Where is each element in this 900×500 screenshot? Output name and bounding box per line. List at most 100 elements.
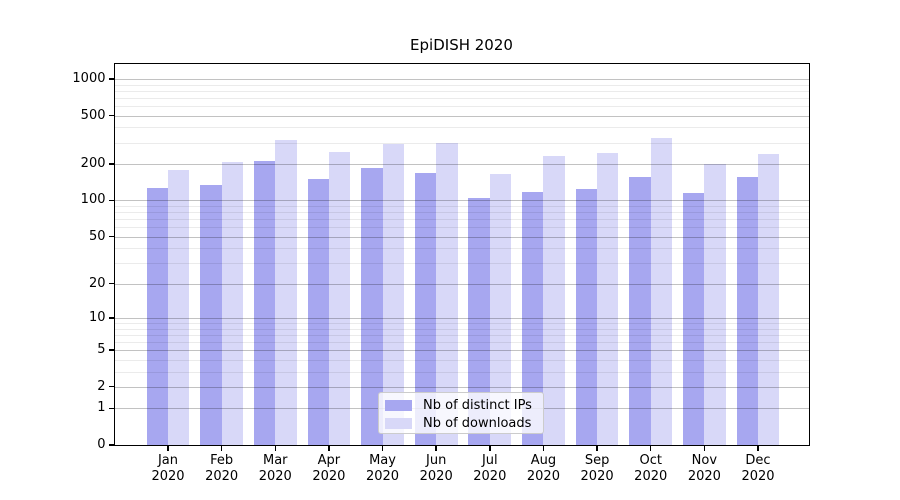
x-tick-label-aug: Aug 2020 bbox=[513, 453, 573, 484]
y-tick-label: 50 bbox=[88, 228, 106, 244]
gridline-minor bbox=[113, 205, 810, 207]
x-tick-month: Jun bbox=[426, 453, 447, 468]
x-tick-label-feb: Feb 2020 bbox=[192, 453, 252, 484]
bar-downloads-apr bbox=[328, 152, 351, 446]
x-tick-month: May bbox=[369, 453, 396, 468]
x-tick-mark bbox=[435, 445, 437, 451]
y-tick-label: 100 bbox=[80, 192, 106, 208]
bar-distinct-ips-oct bbox=[629, 176, 651, 446]
bar-distinct-ips-nov bbox=[682, 192, 705, 446]
bar-downloads-sep bbox=[597, 153, 619, 446]
x-tick-label-dec: Dec 2020 bbox=[728, 453, 788, 484]
legend-swatch-distinct-ips bbox=[385, 399, 412, 411]
x-tick-year: 2020 bbox=[526, 468, 560, 484]
y-tick-mark bbox=[108, 407, 114, 409]
y-tick-mark bbox=[108, 386, 114, 388]
bar-downloads-aug bbox=[543, 156, 565, 446]
y-tick-mark bbox=[108, 114, 114, 117]
bar-downloads-jun bbox=[436, 143, 458, 446]
y-tick-mark bbox=[108, 235, 114, 238]
x-tick-label-nov: Nov 2020 bbox=[674, 453, 734, 484]
x-tick-label-oct: Oct 2020 bbox=[621, 453, 681, 484]
x-tick-label-apr: Apr 2020 bbox=[299, 453, 359, 484]
gridline-minor bbox=[113, 323, 810, 324]
x-tick-month: Jan bbox=[157, 453, 179, 468]
x-tick-year: 2020 bbox=[741, 468, 775, 484]
x-tick-year: 2020 bbox=[580, 468, 614, 484]
gridline-major bbox=[113, 317, 810, 319]
x-tick-label-mar: Mar 2020 bbox=[245, 453, 305, 484]
bar-downloads-feb bbox=[221, 162, 244, 446]
x-tick-year: 2020 bbox=[419, 468, 453, 484]
y-tick-mark bbox=[108, 349, 114, 351]
x-tick-mark bbox=[220, 445, 223, 451]
gridline-minor bbox=[113, 97, 810, 99]
y-tick-mark bbox=[108, 78, 114, 80]
x-tick-mark bbox=[489, 445, 491, 451]
x-tick-year: 2020 bbox=[634, 468, 668, 484]
x-tick-month: Feb bbox=[210, 453, 234, 468]
x-tick-mark bbox=[703, 445, 706, 451]
bar-distinct-ips-mar bbox=[253, 160, 276, 446]
x-tick-year: 2020 bbox=[365, 468, 400, 484]
bar-distinct-ips-jun bbox=[414, 173, 437, 446]
y-tick-label: 1000 bbox=[72, 70, 106, 86]
x-tick-month: Nov bbox=[691, 453, 718, 468]
x-tick-year: 2020 bbox=[312, 468, 346, 484]
gridline-major bbox=[113, 200, 810, 202]
gridline-minor bbox=[113, 90, 810, 92]
gridline-minor bbox=[113, 328, 810, 330]
x-tick-label-jun: Jun 2020 bbox=[406, 453, 466, 484]
bar-distinct-ips-may bbox=[361, 167, 383, 446]
y-tick-label: 10 bbox=[88, 309, 106, 325]
x-tick-label-may: May 2020 bbox=[353, 453, 413, 484]
x-tick-month: Apr bbox=[317, 453, 341, 468]
legend-swatch-downloads bbox=[385, 417, 412, 429]
x-tick-mark bbox=[167, 445, 169, 451]
x-tick-month: Oct bbox=[639, 453, 662, 468]
y-tick-label: 5 bbox=[97, 342, 106, 358]
bar-downloads-jan bbox=[168, 170, 190, 446]
legend-entry-distinct-ips: Nb of distinct IPs bbox=[385, 397, 532, 413]
gridline-minor bbox=[113, 227, 810, 229]
gridline-minor bbox=[113, 219, 810, 221]
x-tick-year: 2020 bbox=[205, 468, 239, 484]
gridline-minor bbox=[113, 341, 810, 343]
x-tick-year: 2020 bbox=[258, 468, 292, 484]
y-tick-label: 1 bbox=[97, 400, 106, 416]
x-tick-month: Dec bbox=[745, 453, 771, 468]
y-tick-label: 20 bbox=[88, 275, 106, 291]
bar-downloads-mar bbox=[275, 140, 297, 446]
bar-distinct-ips-jan bbox=[146, 188, 168, 446]
bar-distinct-ips-sep bbox=[575, 188, 598, 446]
x-tick-year: 2020 bbox=[687, 468, 721, 484]
gridline-major bbox=[113, 78, 810, 80]
gridline-minor bbox=[113, 127, 810, 129]
legend: Nb of distinct IPs Nb of downloads bbox=[378, 392, 544, 434]
x-tick-mark bbox=[650, 445, 652, 451]
x-tick-year: 2020 bbox=[151, 468, 185, 484]
x-tick-mark bbox=[328, 445, 330, 451]
bar-distinct-ips-apr bbox=[307, 178, 329, 446]
x-tick-mark bbox=[757, 445, 759, 451]
y-tick-label: 2 bbox=[97, 378, 106, 394]
y-tick-mark bbox=[108, 317, 114, 319]
bar-downloads-dec bbox=[757, 154, 780, 446]
x-tick-label-jan: Jan 2020 bbox=[138, 453, 198, 484]
legend-entry-downloads: Nb of downloads bbox=[385, 415, 532, 431]
y-tick-mark bbox=[108, 163, 114, 165]
gridline-major bbox=[113, 386, 810, 388]
gridline-major bbox=[113, 236, 810, 238]
gridline-minor bbox=[113, 212, 810, 214]
x-tick-month: Mar bbox=[263, 453, 288, 468]
gridline-major bbox=[113, 115, 810, 117]
x-tick-label-sep: Sep 2020 bbox=[567, 453, 627, 484]
legend-label-downloads: Nb of downloads bbox=[423, 415, 532, 431]
gridline-major bbox=[113, 283, 810, 285]
gridline-minor bbox=[113, 142, 810, 144]
bar-downloads-oct bbox=[650, 137, 673, 446]
x-tick-label-jul: Jul 2020 bbox=[460, 453, 520, 484]
bar-downloads-may bbox=[382, 144, 404, 446]
legend-label-distinct-ips: Nb of distinct IPs bbox=[423, 397, 532, 413]
